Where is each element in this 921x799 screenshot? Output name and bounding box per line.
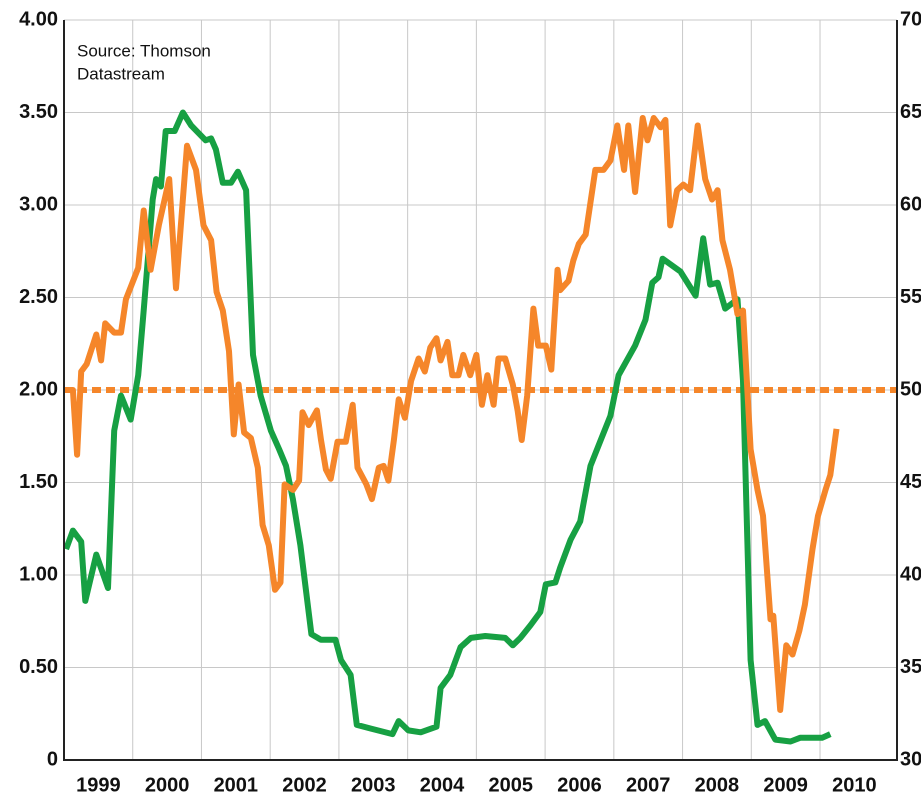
x-tick-label: 2004: [420, 774, 465, 796]
y-tick-label: 1.00: [19, 563, 58, 585]
y2-tick-label: 35: [900, 656, 921, 678]
data-line: [63, 109, 832, 745]
y-tick-label: 3.50: [19, 101, 58, 123]
y2-tick-label: 45: [900, 471, 921, 493]
y2-tick-label: 55: [900, 286, 921, 308]
data-line: [66, 115, 840, 713]
y2-tick-label: 30: [900, 748, 921, 770]
y-tick-label: 1.50: [19, 471, 58, 493]
x-tick-label: 2007: [626, 774, 671, 796]
axis-frame: [63, 20, 898, 761]
x-tick-label: 2003: [351, 774, 396, 796]
x-tick-label: 2009: [763, 774, 808, 796]
x-tick-label: 2002: [282, 774, 327, 796]
x-tick-label: 2008: [695, 774, 740, 796]
y-tick-label: 3.00: [19, 193, 58, 215]
x-tick-label: 2001: [214, 774, 259, 796]
x-tick-label: 2005: [488, 774, 533, 796]
x-tick-label: 1999: [76, 774, 121, 796]
y2-tick-label: 50: [900, 378, 921, 400]
y2-tick-label: 40: [900, 563, 921, 585]
y-tick-label: 2.00: [19, 378, 58, 400]
y2-tick-label: 65: [900, 101, 921, 123]
x-tick-label: 2006: [557, 774, 602, 796]
y2-tick-label: 70: [900, 8, 921, 30]
x-tick-label: 2000: [145, 774, 190, 796]
y-tick-label: 4.00: [19, 8, 58, 30]
source-note: Datastream: [77, 64, 165, 83]
y2-tick-label: 60: [900, 193, 921, 215]
y-tick-label: 0: [47, 748, 58, 770]
y-tick-label: 2.50: [19, 286, 58, 308]
plot: 0 0.50 1.00 1.50 2.00 2.50 3.00 3.50 4.00 30 35 40 4…: [19, 8, 921, 796]
source-note: Source: Thomson: [77, 41, 211, 60]
y-tick-label: 0.50: [19, 656, 58, 678]
x-tick-label: 2010: [832, 774, 877, 796]
